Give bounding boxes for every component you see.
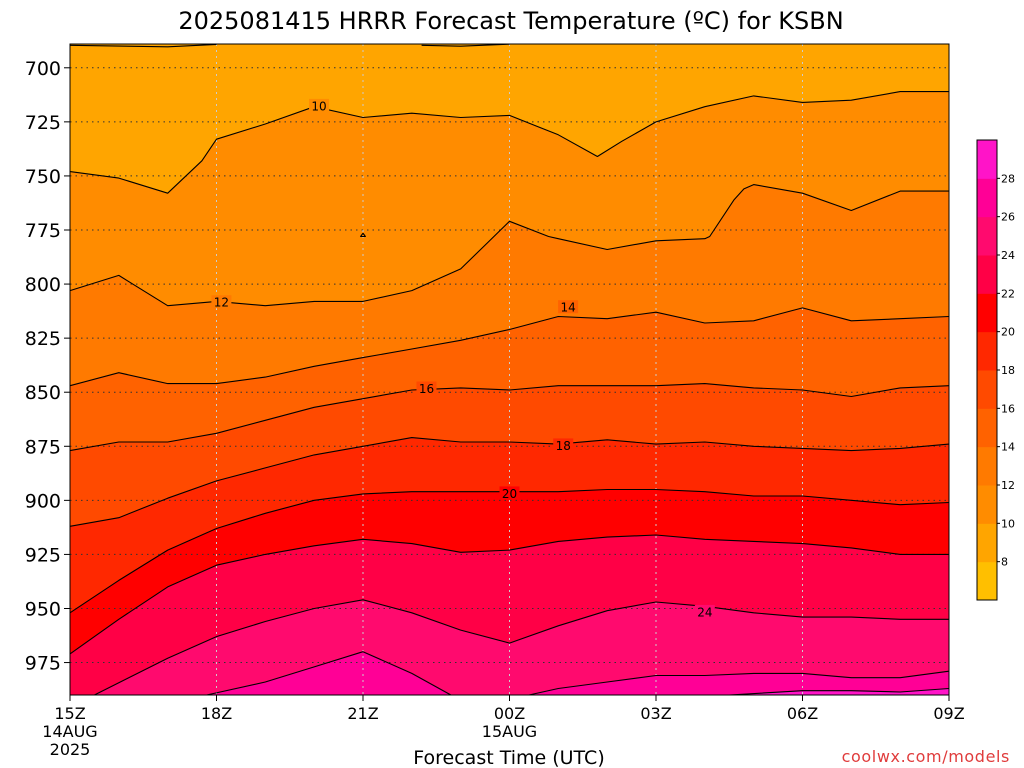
colorbar-label-16: 16 bbox=[1001, 402, 1015, 415]
colorbar-label-18: 18 bbox=[1001, 364, 1015, 377]
x-tick-date-15AUG: 15AUG bbox=[482, 722, 537, 741]
colorbar-segment-2 bbox=[977, 485, 997, 524]
fill-region-28 bbox=[729, 688, 949, 695]
contour-label-bg-10 bbox=[309, 98, 330, 112]
source-credit[interactable]: coolwx.com/models bbox=[842, 747, 1010, 766]
colorbar-segment-11 bbox=[977, 140, 997, 179]
colorbar-label-28: 28 bbox=[1001, 172, 1015, 185]
contour-label-20: 20 bbox=[502, 487, 517, 501]
x-tick-label-21Z: 21Z bbox=[347, 704, 378, 723]
colorbar-label-24: 24 bbox=[1001, 249, 1015, 262]
contour-line-12 bbox=[69, 184, 949, 307]
contour-label-bg-18 bbox=[553, 438, 574, 452]
colorbar-segment-0 bbox=[977, 561, 997, 601]
y-tick-label-900: 900 bbox=[25, 490, 61, 512]
x-tick-date-14AUG: 14AUG bbox=[42, 722, 97, 741]
colorbar-label-8: 8 bbox=[1001, 556, 1008, 569]
y-tick-label-700: 700 bbox=[25, 58, 61, 80]
contour-line-12 bbox=[360, 232, 366, 238]
x-tick-label-09Z: 09Z bbox=[933, 704, 964, 723]
colorbar-segment-1 bbox=[977, 523, 997, 563]
colorbar-segment-10 bbox=[977, 178, 997, 218]
y-tick-label-725: 725 bbox=[25, 112, 61, 134]
colorbar: 8 10 12 14 16 18 20 22 24 26 28 bbox=[976, 139, 1015, 601]
contour-line-26 bbox=[528, 670, 950, 696]
contour-label-14: 14 bbox=[560, 301, 575, 315]
colorbar-label-10: 10 bbox=[1001, 517, 1015, 530]
colorbar-segment-8 bbox=[977, 255, 997, 294]
colorbar-label-22: 22 bbox=[1001, 287, 1015, 300]
contour-label-bg-20 bbox=[499, 486, 520, 500]
contour-label-18: 18 bbox=[556, 439, 571, 453]
contour-fills bbox=[70, 44, 949, 696]
contour-line-22 bbox=[69, 534, 949, 655]
colorbar-segment-4 bbox=[977, 408, 997, 448]
y-tick-label-850: 850 bbox=[25, 382, 61, 404]
colorbar-label-14: 14 bbox=[1001, 441, 1015, 454]
contour-line-28 bbox=[729, 687, 950, 696]
x-tick-label-03Z: 03Z bbox=[640, 704, 671, 723]
y-tick-label-950: 950 bbox=[25, 598, 61, 620]
x-tick-label-06Z: 06Z bbox=[787, 704, 818, 723]
colorbar-segment-3 bbox=[977, 446, 997, 486]
colorbar-segment-5 bbox=[977, 370, 997, 409]
contour-line-24 bbox=[94, 599, 949, 696]
contour-line-8 bbox=[421, 43, 510, 47]
contour-labels: 10 12 14 16 18 20 24 bbox=[211, 98, 715, 619]
chart-title: 2025081415 HRRR Forecast Temperature (ºC… bbox=[178, 7, 843, 35]
contour-label-bg-12 bbox=[211, 295, 232, 309]
fill-region-26 bbox=[206, 651, 451, 695]
x-tick-label-18Z: 18Z bbox=[201, 704, 232, 723]
colorbar-label-12: 12 bbox=[1001, 479, 1015, 492]
x-tick-year-2025: 2025 bbox=[50, 740, 91, 759]
colorbar-label-26: 26 bbox=[1001, 211, 1015, 224]
x-tick-label-00Z: 00Z bbox=[494, 704, 525, 723]
contour-lines bbox=[69, 43, 950, 696]
contour-label-24: 24 bbox=[697, 605, 712, 619]
x-axis-label: Forecast Time (UTC) bbox=[413, 747, 604, 768]
y-tick-label-875: 875 bbox=[25, 436, 61, 458]
contour-line-16 bbox=[69, 383, 950, 452]
contour-label-10: 10 bbox=[311, 99, 326, 113]
contour-line-8 bbox=[69, 43, 217, 48]
y-axis: 700 725 750 775 800 825 850 875 900 925 950 975 bbox=[25, 58, 70, 675]
x-tick-label-15Z: 15Z bbox=[54, 704, 85, 723]
colorbar-segment-6 bbox=[977, 331, 997, 371]
contour-line-10 bbox=[69, 91, 949, 194]
contour-label-12: 12 bbox=[214, 296, 229, 310]
y-tick-label-825: 825 bbox=[25, 328, 61, 350]
y-tick-label-800: 800 bbox=[25, 274, 61, 296]
contour-label-bg-14 bbox=[558, 300, 579, 314]
y-tick-label-975: 975 bbox=[25, 653, 61, 675]
contour-line-18 bbox=[69, 437, 950, 527]
colorbar-segment-9 bbox=[977, 216, 997, 256]
y-tick-label-750: 750 bbox=[25, 166, 61, 188]
contour-label-bg-16 bbox=[416, 381, 437, 395]
y-tick-label-925: 925 bbox=[25, 544, 61, 566]
colorbar-label-20: 20 bbox=[1001, 326, 1015, 339]
grid bbox=[69, 44, 950, 695]
contour-line-26 bbox=[206, 651, 452, 696]
contour-line-14 bbox=[69, 307, 950, 387]
contour-label-bg-24 bbox=[694, 604, 715, 618]
contour-label-16: 16 bbox=[419, 382, 434, 396]
y-tick-label-775: 775 bbox=[25, 220, 61, 242]
colorbar-segment-7 bbox=[977, 293, 997, 333]
